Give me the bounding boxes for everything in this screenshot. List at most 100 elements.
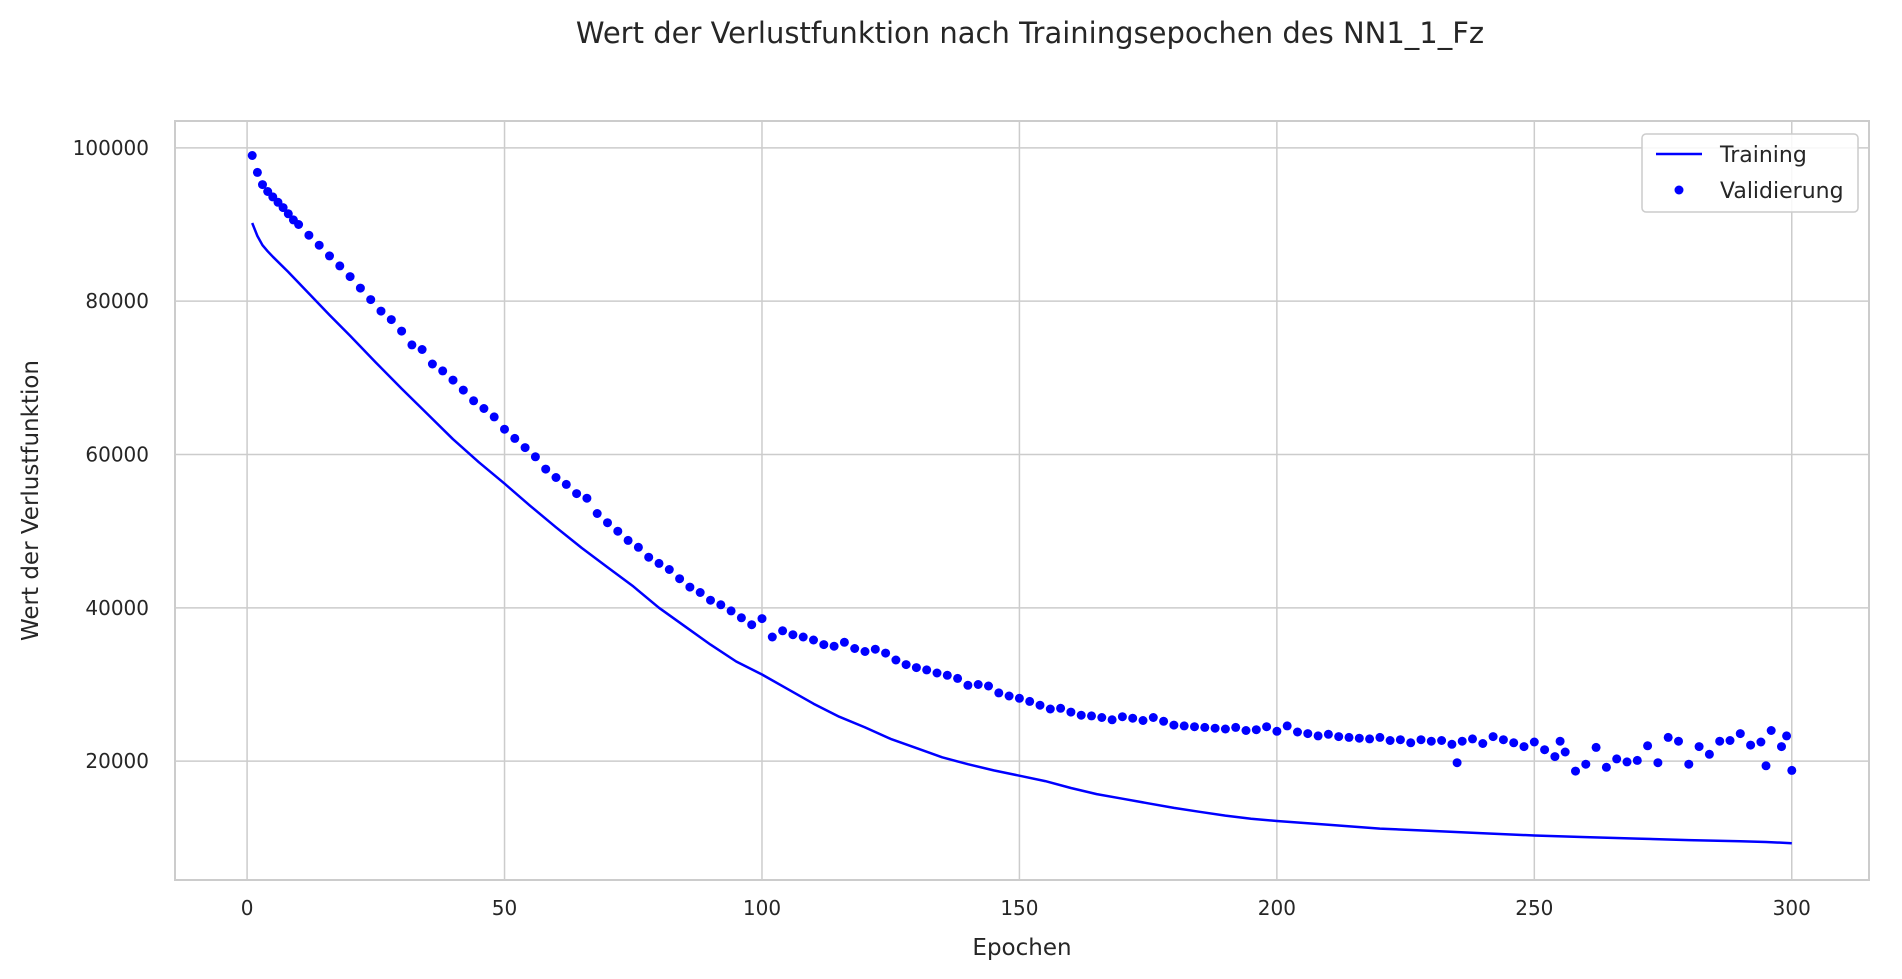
validierung-point: [1653, 758, 1663, 768]
validierung-point: [1056, 703, 1066, 713]
validierung-point: [1159, 716, 1169, 726]
validierung-point: [314, 240, 324, 250]
validierung-point: [366, 295, 376, 305]
validierung-point: [1529, 737, 1539, 747]
validierung-point: [572, 489, 582, 499]
validierung-point: [1663, 732, 1673, 742]
validierung-point: [1293, 727, 1302, 737]
validierung-point: [1107, 715, 1117, 725]
legend: Training Validierung: [1641, 133, 1859, 213]
validierung-point: [1777, 742, 1786, 752]
training-line: [251, 222, 1792, 845]
validierung-point: [1045, 704, 1055, 714]
chart-title: Wert der Verlustfunktion nach Trainingse…: [576, 16, 1484, 50]
validierung-point: [1148, 713, 1158, 722]
validierung-point: [1344, 732, 1354, 742]
validierung-point: [561, 479, 571, 489]
validierung-point: [335, 261, 345, 271]
validierung-point: [994, 688, 1004, 698]
validierung-point: [1457, 736, 1467, 746]
validierung-point: [1282, 721, 1292, 731]
x-tick-label: 150: [1000, 896, 1038, 920]
validierung-point: [1674, 736, 1683, 746]
validierung-point: [551, 473, 561, 482]
validierung-point: [417, 345, 427, 354]
validierung-point: [1097, 713, 1107, 722]
validierung-point: [397, 326, 407, 336]
validierung-point: [942, 670, 952, 680]
validierung-point: [530, 452, 540, 462]
y-tick-label: 40000: [85, 596, 149, 620]
validierung-point: [1478, 739, 1488, 748]
validierung-point: [1488, 732, 1498, 742]
validierung-point: [778, 626, 788, 636]
validierung-point: [247, 151, 257, 160]
validierung-point: [1555, 736, 1565, 746]
validierung-point: [1704, 749, 1714, 759]
validierung-point: [1426, 736, 1436, 746]
validierung-point: [294, 220, 304, 229]
validierung-point: [901, 660, 911, 670]
validierung-point: [685, 582, 695, 592]
validierung-point: [726, 606, 736, 616]
validierung-point: [541, 464, 551, 474]
validierung-point: [469, 396, 479, 406]
validierung-point: [1076, 710, 1086, 720]
validierung-point: [623, 535, 633, 545]
validierung-point: [695, 588, 705, 597]
validierung-point: [1782, 731, 1792, 741]
validierung-point: [881, 648, 891, 658]
validierung-point: [829, 641, 839, 651]
validierung-point: [510, 433, 520, 443]
validierung-point: [1622, 757, 1632, 767]
validierung-point: [1725, 736, 1735, 745]
legend-validierung-label: Validierung: [1720, 179, 1844, 204]
validierung-point: [736, 613, 746, 623]
x-tick-label: 50: [492, 896, 517, 920]
validierung-point: [1128, 713, 1138, 723]
validierung-point: [1117, 712, 1127, 722]
validierung-point: [1509, 738, 1519, 748]
validierung-point: [1756, 737, 1766, 747]
validierung-point: [278, 203, 288, 213]
validierung-point: [1231, 722, 1241, 732]
legend-validierung-swatch: [1674, 185, 1684, 195]
validierung-point: [706, 595, 715, 605]
validierung-point: [1262, 722, 1272, 732]
validierung-point: [716, 600, 726, 610]
validierung-point: [355, 283, 365, 293]
x-tick-label: 200: [1258, 896, 1296, 920]
validierung-point: [304, 230, 314, 240]
validierung-point: [767, 632, 777, 642]
validierung-point: [644, 552, 654, 562]
validierung-point: [1375, 732, 1385, 742]
validierung-point: [1560, 747, 1570, 757]
validierung-point: [819, 640, 829, 650]
validierung-point: [438, 366, 448, 376]
validierung-point: [1004, 691, 1014, 701]
validierung-point: [1406, 738, 1416, 748]
validierung-point: [1190, 722, 1199, 732]
x-tick-label: 0: [241, 896, 254, 920]
validierung-point: [973, 680, 983, 689]
validierung-point: [613, 526, 623, 536]
legend-training-label: Training: [1719, 143, 1807, 168]
validierung-point: [922, 665, 932, 675]
validierung-point: [788, 630, 798, 640]
validierung-point: [1014, 693, 1024, 703]
y-tick-label: 80000: [85, 289, 149, 313]
validierung-point: [1761, 761, 1771, 771]
validierung-point: [1571, 766, 1580, 776]
validierung-point: [1200, 722, 1210, 732]
y-tick-label: 20000: [85, 749, 149, 773]
validierung-point: [1437, 736, 1447, 745]
x-tick-label: 300: [1773, 896, 1811, 920]
validierung-point: [345, 272, 355, 282]
validierung-point: [809, 635, 818, 645]
validierung-point: [1591, 742, 1601, 752]
validierung-point: [1550, 752, 1560, 762]
validierung-point: [1241, 726, 1251, 735]
validierung-point: [1684, 759, 1694, 769]
validierung-point: [1735, 729, 1745, 739]
